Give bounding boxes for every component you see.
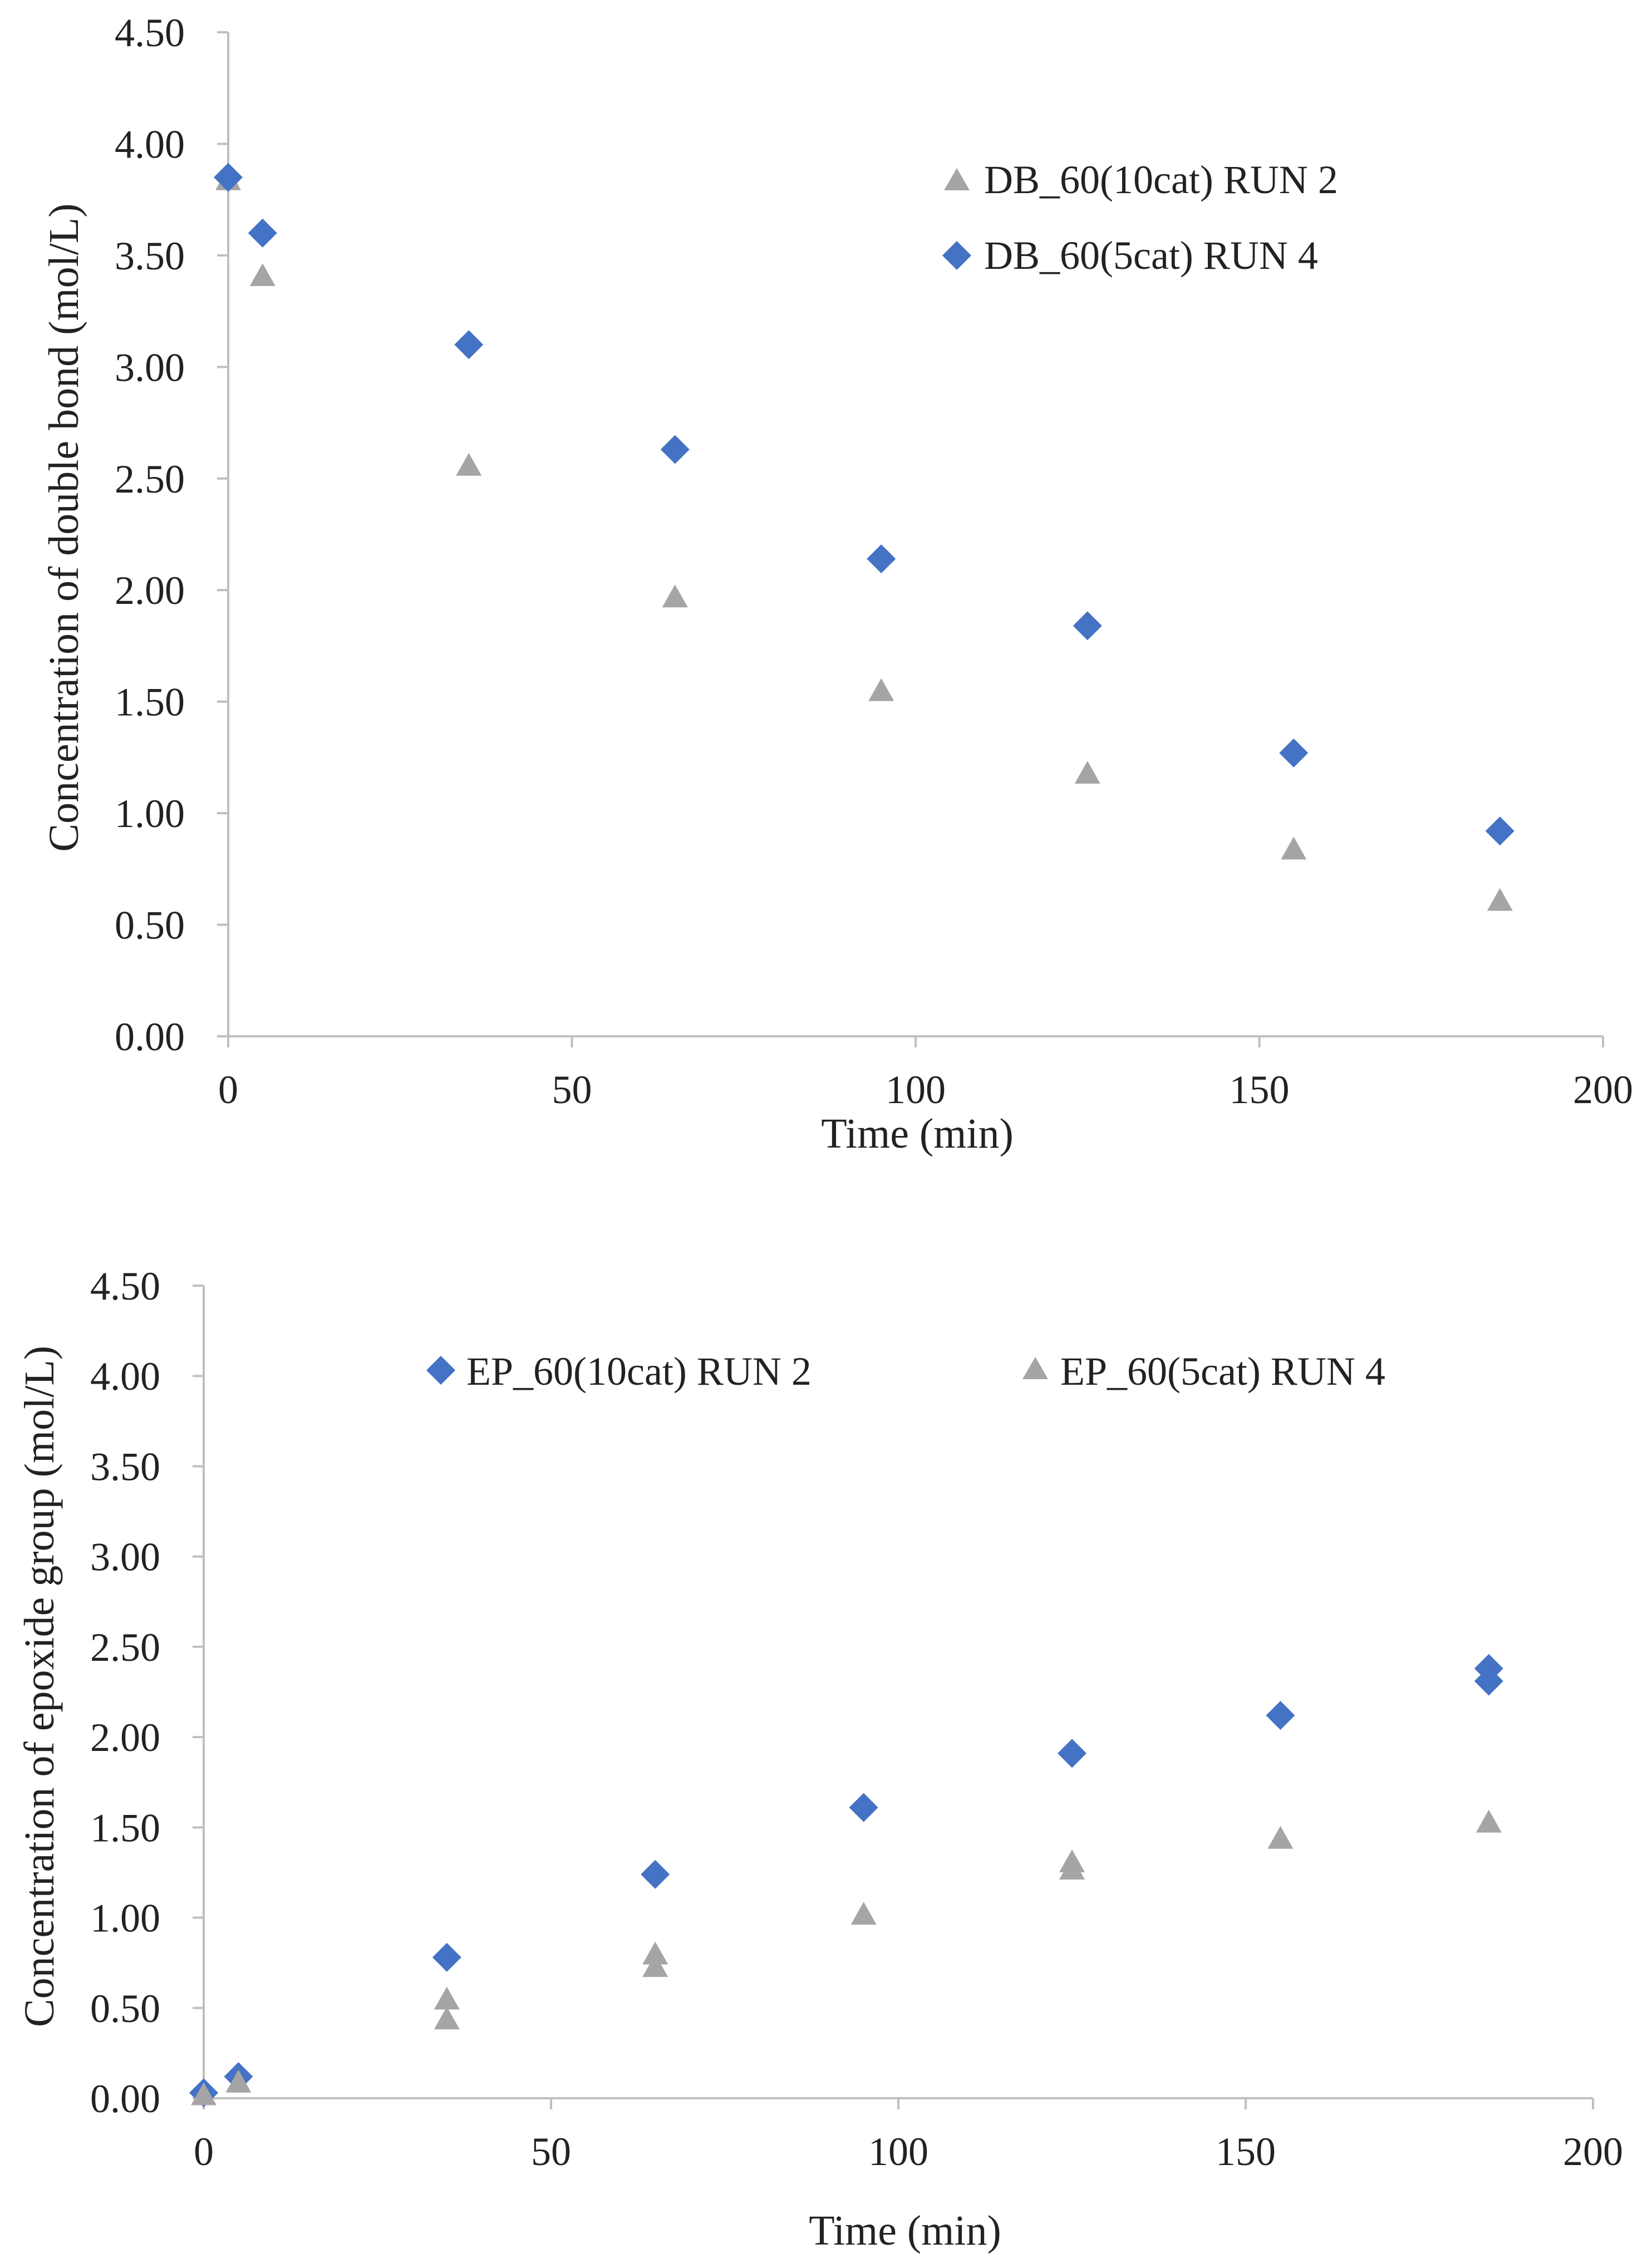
data-point-diamond xyxy=(641,1859,670,1889)
data-point-triangle xyxy=(1487,888,1513,911)
y-tick-label: 4.50 xyxy=(115,11,185,55)
x-tick-label: 0 xyxy=(218,1067,238,1112)
data-point-triangle xyxy=(191,2082,217,2105)
y-tick-label: 1.00 xyxy=(90,1896,160,1941)
data-point-diamond xyxy=(1266,1701,1295,1730)
y-tick-label: 3.50 xyxy=(115,234,185,278)
legend-marker-db-5cat-run4 xyxy=(942,241,971,270)
epoxide-group-chart: Concentration of epoxide group (mol/L) T… xyxy=(16,1264,1623,2254)
data-point-diamond xyxy=(867,544,896,574)
y-tick-label: 3.00 xyxy=(115,345,185,390)
double-bond-chart: Concentration of double bond (mol/L) Tim… xyxy=(41,11,1633,1157)
legend-marker-db-10cat-run2 xyxy=(944,168,970,190)
data-point-triangle xyxy=(662,584,688,608)
chart-1-axes: 0.00 0.50 1.00 1.50 2.00 2.50 3.00 3.50 4.00 4.50… xyxy=(115,11,1633,1112)
data-point-triangle xyxy=(1074,760,1100,784)
chart-2-x-axis-title: Time (min) xyxy=(809,2207,1001,2254)
chart-2-y-axis-title: Concentration of epoxide group (mol/L) xyxy=(16,1346,63,2027)
y-tick-label: 4.50 xyxy=(90,1264,160,1308)
x-tick-label: 200 xyxy=(1563,2129,1623,2174)
x-tick-label: 50 xyxy=(531,2129,571,2174)
y-tick-label: 0.00 xyxy=(90,2077,160,2121)
legend-label-db-5cat-run4: DB_60(5cat) RUN 4 xyxy=(984,233,1318,278)
y-tick-label: 2.00 xyxy=(115,568,185,613)
data-point-diamond xyxy=(1474,1666,1503,1696)
x-tick-label: 50 xyxy=(552,1067,592,1112)
y-tick-label: 0.50 xyxy=(115,903,185,948)
legend-label-ep-10cat-run2: EP_60(10cat) RUN 2 xyxy=(466,1349,812,1394)
data-point-diamond xyxy=(1485,816,1515,846)
data-point-diamond xyxy=(1058,1739,1086,1768)
x-tick-label: 150 xyxy=(1216,2129,1276,2174)
y-tick-label: 4.00 xyxy=(115,122,185,166)
y-tick-label: 2.00 xyxy=(90,1715,160,1760)
data-point-diamond xyxy=(1279,738,1309,768)
y-tick-label: 0.00 xyxy=(115,1015,185,1059)
data-point-triangle xyxy=(868,678,894,701)
chart-2-legend: EP_60(10cat) RUN 2 EP_60(5cat) RUN 4 xyxy=(426,1349,1385,1394)
data-point-triangle xyxy=(225,2069,252,2093)
data-point-triangle xyxy=(434,2006,460,2030)
chart-1-x-axis-title: Time (min) xyxy=(821,1110,1014,1157)
x-tick-label: 100 xyxy=(868,2129,928,2174)
legend-label-ep-5cat-run4: EP_60(5cat) RUN 4 xyxy=(1060,1349,1385,1394)
data-point-diamond xyxy=(454,330,484,360)
series-triangle-points xyxy=(215,167,1513,911)
data-point-diamond xyxy=(1073,611,1102,641)
y-tick-label: 3.50 xyxy=(90,1444,160,1489)
data-point-diamond xyxy=(660,435,690,464)
chart-1-legend: DB_60(10cat) RUN 2 DB_60(5cat) RUN 4 xyxy=(942,158,1338,278)
y-tick-label: 1.50 xyxy=(115,680,185,725)
x-tick-label: 100 xyxy=(886,1067,946,1112)
data-point-diamond xyxy=(248,218,277,248)
data-point-triangle xyxy=(850,1902,877,1925)
y-tick-label: 3.00 xyxy=(90,1535,160,1580)
chart-1-y-axis-title: Concentration of double bond (mol/L) xyxy=(41,203,87,852)
y-tick-label: 0.50 xyxy=(90,1986,160,2031)
data-point-diamond xyxy=(432,1942,461,1972)
data-point-triangle xyxy=(1281,837,1307,860)
legend-label-db-10cat-run2: DB_60(10cat) RUN 2 xyxy=(984,158,1338,202)
data-point-triangle xyxy=(1059,1849,1085,1872)
chart-2-axes: 0.00 0.50 1.00 1.50 2.00 2.50 3.00 3.50 4.00 4.50… xyxy=(90,1264,1623,2174)
data-point-triangle xyxy=(456,452,482,476)
x-tick-label: 200 xyxy=(1573,1067,1633,1112)
series-diamond-points xyxy=(189,1654,1503,2108)
series-triangle-points xyxy=(191,1809,1502,2105)
y-tick-label: 1.50 xyxy=(90,1805,160,1850)
data-point-triangle xyxy=(434,1986,460,2010)
data-point-diamond xyxy=(849,1793,878,1822)
data-point-triangle xyxy=(249,263,276,286)
data-point-triangle xyxy=(642,1941,668,1965)
y-tick-label: 2.50 xyxy=(90,1625,160,1670)
legend-marker-ep-5cat-run4 xyxy=(1022,1357,1048,1379)
y-tick-label: 4.00 xyxy=(90,1354,160,1399)
data-point-triangle xyxy=(1476,1809,1502,1833)
y-tick-label: 2.50 xyxy=(115,457,185,501)
legend-marker-ep-10cat-run2 xyxy=(426,1356,455,1385)
data-point-diamond xyxy=(214,163,243,192)
y-tick-label: 1.00 xyxy=(115,791,185,836)
data-point-triangle xyxy=(1267,1826,1294,1849)
data-point-triangle xyxy=(642,1954,668,1977)
series-diamond-points xyxy=(214,163,1515,846)
x-tick-label: 0 xyxy=(194,2129,214,2174)
x-tick-label: 150 xyxy=(1230,1067,1290,1112)
